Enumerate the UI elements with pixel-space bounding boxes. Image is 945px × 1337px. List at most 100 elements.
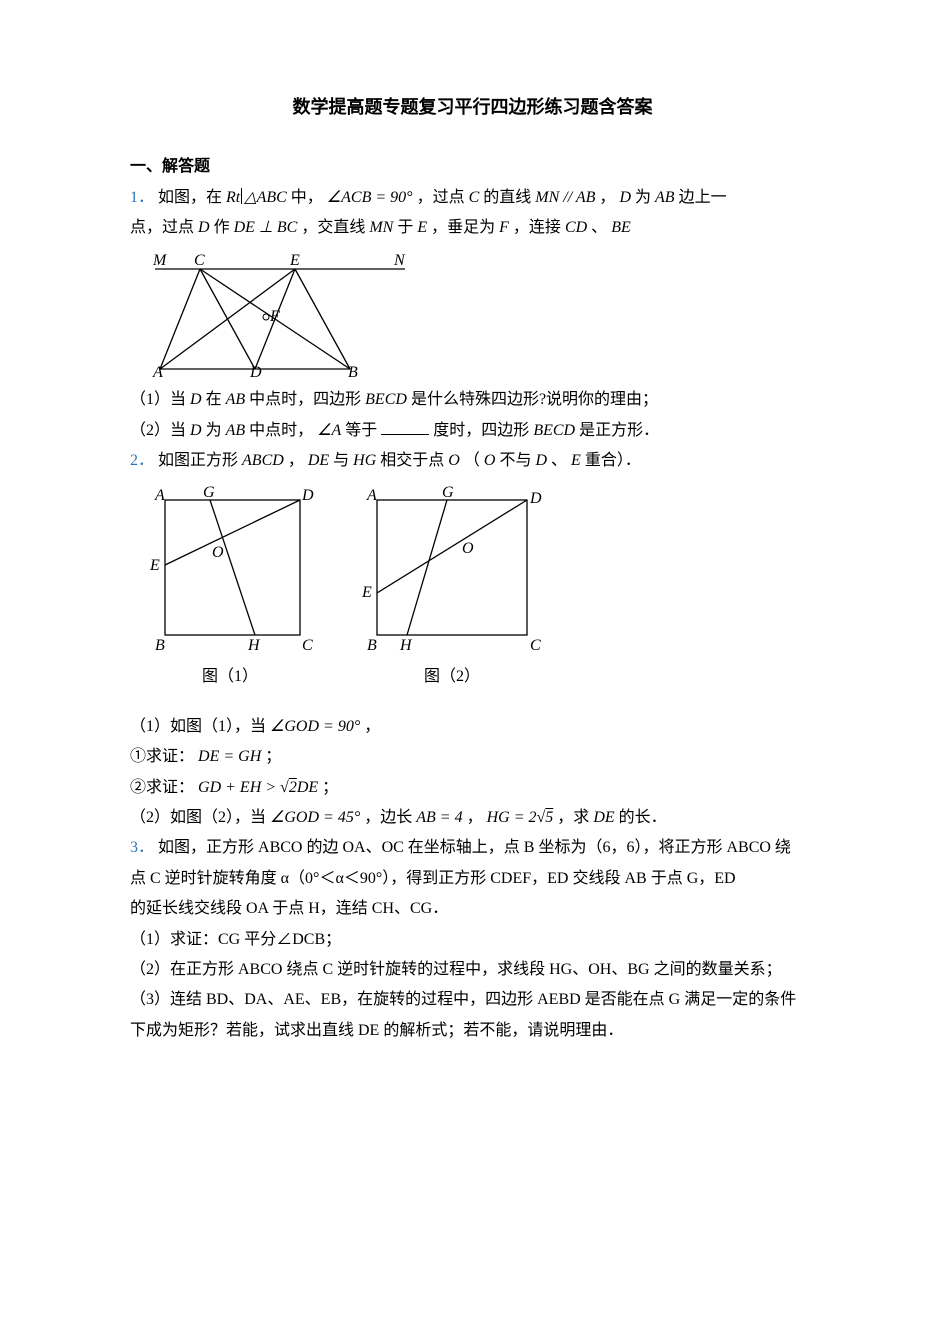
math-o: O bbox=[448, 452, 460, 469]
svg-text:C: C bbox=[194, 252, 205, 269]
text: （2）当 bbox=[130, 422, 190, 439]
document-title: 数学提高题专题复习平行四边形练习题含答案 bbox=[130, 90, 815, 124]
text: 、 bbox=[591, 219, 607, 236]
math-angle-acb: ∠ACB = 90° bbox=[327, 189, 413, 206]
fill-blank bbox=[381, 419, 429, 434]
math-gd-eh: GD + EH > √2DE bbox=[198, 779, 318, 796]
figure-2b-caption: 图（2） bbox=[352, 662, 552, 692]
svg-text:N: N bbox=[393, 252, 406, 269]
figure-2-row: A G D E O B H C 图（1） bbox=[140, 485, 815, 692]
text: ， bbox=[467, 809, 483, 826]
text: 如图正方形 bbox=[158, 452, 242, 469]
svg-text:C: C bbox=[302, 637, 313, 654]
spacer bbox=[130, 696, 815, 712]
math-god45: ∠GOD = 45° bbox=[270, 809, 360, 826]
svg-text:C: C bbox=[530, 637, 541, 654]
math-d2: D bbox=[198, 219, 210, 236]
problem-3-q2: （2）在正方形 ABCO 绕点 C 逆时针旋转的过程中，求线段 HG、OH、BG… bbox=[130, 955, 815, 985]
math-hg2r5: HG = 2√5 bbox=[487, 809, 554, 826]
text: 是什么特殊四边形?说明你的理由； bbox=[411, 391, 658, 408]
text: 中， bbox=[291, 189, 323, 206]
math-d: D bbox=[190, 422, 202, 439]
text: ； bbox=[322, 779, 338, 796]
svg-text:A: A bbox=[152, 364, 163, 379]
svg-text:A: A bbox=[366, 487, 377, 504]
text: ，交直线 bbox=[301, 219, 369, 236]
math-becd: BECD bbox=[365, 391, 407, 408]
text: ①求证： bbox=[130, 748, 194, 765]
figure-1: M C E N A D B F bbox=[150, 249, 815, 379]
problem-1-line-1: 1． 如图，在 Rt△ABC 中， ∠ACB = 90° ，过点 C 的直线 M… bbox=[130, 183, 815, 213]
problem-3-line-3: 的延长线交线段 OA 于点 H，连结 CH、CG． bbox=[130, 894, 815, 924]
problem-2-q2: （2）如图（2），当 ∠GOD = 45° ，边长 AB = 4 ， HG = … bbox=[130, 803, 815, 833]
text: 的直线 bbox=[483, 189, 535, 206]
problem-1-q2: （2）当 D 为 AB 中点时， ∠A 等于 度时，四边形 BECD 是正方形． bbox=[130, 416, 815, 446]
text: ，求 bbox=[557, 809, 593, 826]
svg-text:H: H bbox=[247, 637, 261, 654]
text: ， bbox=[364, 718, 380, 735]
text: 不与 bbox=[499, 452, 535, 469]
figure-1-svg: M C E N A D B F bbox=[150, 249, 410, 379]
math-o2: O bbox=[484, 452, 496, 469]
svg-text:E: E bbox=[289, 252, 300, 269]
math-becd: BECD bbox=[533, 422, 575, 439]
math-dl: D bbox=[535, 452, 547, 469]
text: 等于 bbox=[345, 422, 377, 439]
problem-number-1: 1． bbox=[130, 189, 154, 206]
math-f: F bbox=[499, 219, 509, 236]
svg-text:D: D bbox=[249, 364, 262, 379]
text: ， bbox=[288, 452, 304, 469]
math-rt: Rt bbox=[226, 189, 240, 206]
math-triangle: △ bbox=[244, 189, 256, 206]
math-ab: AB bbox=[655, 189, 675, 206]
problem-number-3: 3． bbox=[130, 839, 154, 856]
text: ， bbox=[599, 189, 615, 206]
svg-text:O: O bbox=[212, 544, 224, 561]
math-de-perp: DE ⊥ BC bbox=[234, 219, 298, 236]
math-angle-a: ∠A bbox=[317, 422, 341, 439]
text: 为 bbox=[635, 189, 655, 206]
svg-text:O: O bbox=[462, 540, 474, 557]
text: 度时，四边形 bbox=[433, 422, 533, 439]
math-de2: DE bbox=[593, 809, 614, 826]
problem-3-line-2: 点 C 逆时针旋转角度 α（0°＜α＜90°），得到正方形 CDEF，ED 交线… bbox=[130, 864, 815, 894]
problem-3-line-1: 3． 如图，正方形 ABCO 的边 OA、OC 在坐标轴上，点 B 坐标为（6，… bbox=[130, 833, 815, 863]
math-d: D bbox=[619, 189, 631, 206]
math-de: DE bbox=[308, 452, 329, 469]
problem-2-q1: （1）如图（1），当 ∠GOD = 90° ， bbox=[130, 712, 815, 742]
cursor-mark bbox=[241, 188, 243, 204]
problem-1-line-2: 点，过点 D 作 DE ⊥ BC ，交直线 MN 于 E ，垂足为 F ，连接 … bbox=[130, 213, 815, 243]
text: 如图，正方形 ABCO 的边 OA、OC 在坐标轴上，点 B 坐标为（6，6），… bbox=[158, 839, 791, 856]
text: （1）如图（1），当 bbox=[130, 718, 270, 735]
math-d: D bbox=[190, 391, 202, 408]
math-be: BE bbox=[611, 219, 631, 236]
text: 中点时， bbox=[249, 422, 313, 439]
math-ab4: AB = 4 bbox=[416, 809, 462, 826]
svg-text:D: D bbox=[301, 487, 314, 504]
problem-2-q1e: ②求证： GD + EH > √2DE ； bbox=[130, 773, 815, 803]
text: 在 bbox=[206, 391, 226, 408]
text: 边上一 bbox=[679, 189, 727, 206]
svg-text:A: A bbox=[154, 487, 165, 504]
svg-text:H: H bbox=[399, 637, 413, 654]
text: （1）当 bbox=[130, 391, 190, 408]
section-heading: 一、解答题 bbox=[130, 152, 815, 182]
text: （2）如图（2），当 bbox=[130, 809, 270, 826]
text: 的长． bbox=[619, 809, 667, 826]
svg-text:D: D bbox=[529, 490, 542, 507]
text: ； bbox=[265, 748, 281, 765]
text: 作 bbox=[214, 219, 234, 236]
math-mn2: MN bbox=[369, 219, 393, 236]
figure-2b-svg: A G D E O B H C bbox=[352, 485, 552, 660]
text: ，边长 bbox=[364, 809, 416, 826]
svg-text:B: B bbox=[155, 637, 165, 654]
figure-2b-col: A G D E O B H C 图（2） bbox=[352, 485, 552, 692]
svg-text:F: F bbox=[269, 308, 280, 325]
math-ab: AB bbox=[226, 391, 246, 408]
math-hg: HG bbox=[353, 452, 376, 469]
text: 于 bbox=[397, 219, 417, 236]
math-god90: ∠GOD = 90° bbox=[270, 718, 360, 735]
svg-text:G: G bbox=[203, 485, 215, 501]
math-abc: ABC bbox=[257, 189, 287, 206]
figure-2a-caption: 图（1） bbox=[140, 662, 320, 692]
